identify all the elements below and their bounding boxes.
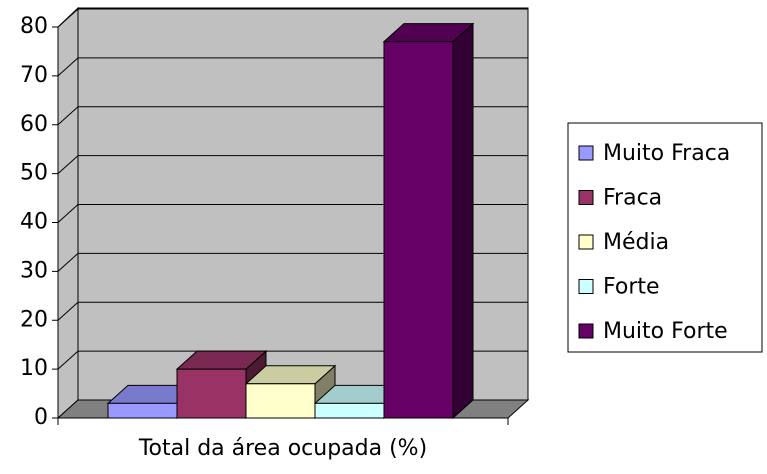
legend [567,122,763,353]
y-tick-label: 80 [20,14,48,39]
legend-swatch [578,190,594,205]
grid-line [57,106,79,126]
legend-label: Muito Forte [603,319,728,344]
bar [107,402,178,419]
bar [383,41,454,419]
y-tick-label: 50 [20,161,48,186]
bar [176,368,247,419]
legend-swatch [578,234,594,250]
legend-swatch [578,279,594,294]
category-label: Total da área ocupada (%) [138,436,427,461]
legend-label: Muito Fraca [603,141,730,166]
grid-line [57,155,79,174]
y-tick-label: 10 [20,356,48,381]
y-tick-label: 0 [34,405,48,430]
bar [245,383,316,419]
y-tick-label: 30 [20,258,48,283]
bars [106,22,475,420]
grid-line [57,204,79,223]
y-tick-label: 20 [20,307,48,332]
grid-line [57,253,79,272]
grid-line [57,350,79,370]
legend-items: Muito Fraca Fraca Média Forte Muito Forte [578,141,730,344]
y-tick-label: 60 [20,112,48,137]
grid-line [57,301,79,321]
legend-label: Fraca [603,186,662,211]
y-tick-label: 40 [20,210,48,235]
legend-label: Forte [603,275,660,300]
legend-label: Média [603,230,669,255]
bar [314,402,385,419]
legend-swatch [578,145,594,161]
bar-side [452,22,474,420]
grid-line [57,57,79,77]
legend-swatch [578,323,594,339]
y-tick-label: 70 [20,63,48,88]
grid-line [57,8,79,28]
